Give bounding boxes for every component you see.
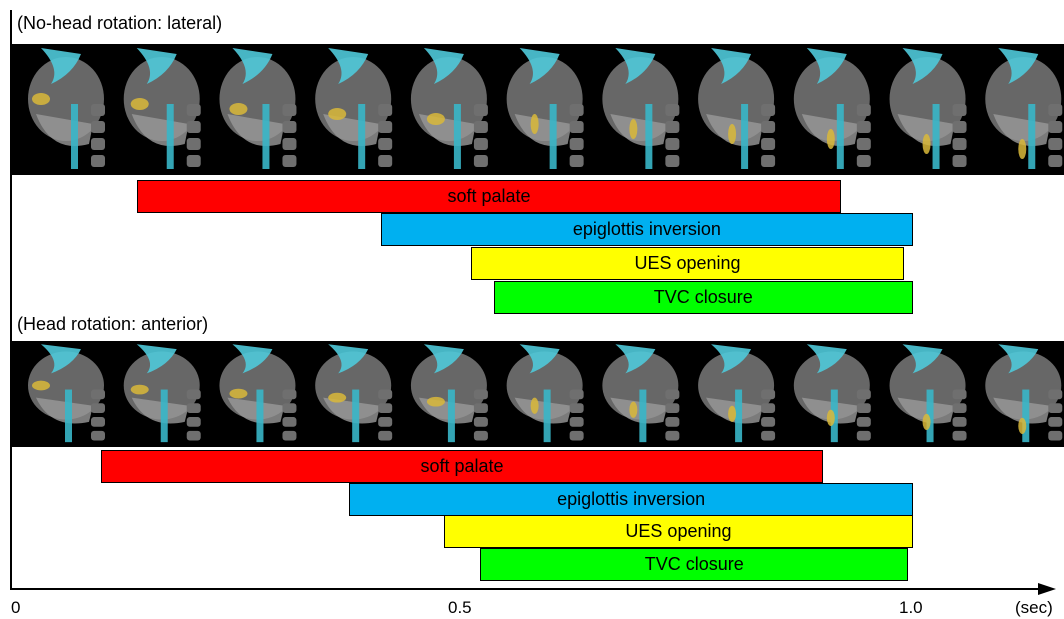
time-unit-label: (sec) xyxy=(1015,598,1053,617)
tick-label-0: 0 xyxy=(11,598,21,617)
y-axis-line xyxy=(10,10,12,589)
bar-soft-palate-anterior: soft palate xyxy=(101,450,823,483)
frame-thumbnail xyxy=(698,344,776,443)
frame-thumbnail xyxy=(410,344,488,443)
frame-thumbnail xyxy=(985,344,1063,443)
frame-thumbnail xyxy=(28,48,105,169)
frame-thumbnail xyxy=(602,344,680,443)
bar-tvc-closure-lateral: TVC closure xyxy=(493,281,913,314)
frame-thumbnail xyxy=(793,48,871,169)
frame-thumbnail xyxy=(28,344,105,443)
frame-thumbnail xyxy=(219,48,297,169)
frame-thumbnail xyxy=(889,344,967,443)
frame-thumbnail xyxy=(889,48,967,169)
section-title-anterior: (Head rotation: anterior) xyxy=(17,314,209,334)
time-axis-arrowhead xyxy=(1038,583,1056,595)
section-title-lateral: (No-head rotation: lateral) xyxy=(17,13,223,33)
frame-thumbnail xyxy=(602,48,680,169)
frame-strip-lateral xyxy=(11,44,1064,175)
frame-thumbnail xyxy=(315,48,393,169)
frame-thumbnail xyxy=(410,48,488,169)
bar-soft-palate-lateral: soft palate xyxy=(137,180,841,213)
bar-epiglottis-inversion-anterior: epiglottis inversion xyxy=(349,483,913,516)
frame-thumbnail xyxy=(123,344,201,443)
bar-ues-opening-anterior: UES opening xyxy=(443,515,913,548)
frame-thumbnail xyxy=(123,48,201,169)
time-axis-line xyxy=(10,588,1042,590)
bar-ues-opening-lateral: UES opening xyxy=(471,247,904,280)
tick-label-1-0: 1.0 xyxy=(899,598,923,617)
bar-tvc-closure-anterior: TVC closure xyxy=(480,548,909,581)
frame-thumbnail xyxy=(219,344,297,443)
frame-thumbnail xyxy=(793,344,871,443)
frame-thumbnail xyxy=(506,48,584,169)
bar-epiglottis-inversion-lateral: epiglottis inversion xyxy=(380,213,913,246)
frame-thumbnail xyxy=(315,344,393,443)
frame-thumbnail xyxy=(985,48,1063,169)
tick-label-0-5: 0.5 xyxy=(448,598,472,617)
frame-strip-anterior xyxy=(11,341,1064,447)
frame-thumbnail xyxy=(698,48,776,169)
frame-thumbnail xyxy=(506,344,584,443)
